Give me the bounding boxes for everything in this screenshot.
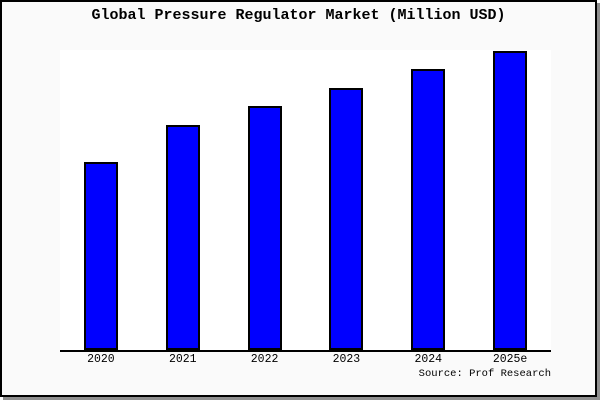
bar-2023 — [329, 87, 364, 350]
x-tick-label: 2024 — [414, 353, 443, 366]
x-tick-label: 2020 — [87, 353, 115, 366]
x-axis-labels: 2020 2021 2022 2023 2024 2025e — [60, 353, 551, 369]
x-tick-label: 2025e — [492, 353, 528, 366]
bar-2025e — [493, 50, 528, 350]
bar-2021 — [165, 125, 200, 350]
x-tick-label: 2021 — [168, 353, 197, 366]
bar-2024 — [411, 68, 446, 350]
x-tick-label: 2022 — [250, 353, 279, 366]
x-tick-label: 2023 — [332, 353, 361, 366]
x-axis-line — [60, 350, 551, 352]
bar-2022 — [247, 106, 282, 350]
source-text: Source: Prof Research — [418, 368, 551, 380]
bar-2020 — [83, 161, 118, 350]
chart-title: Global Pressure Regulator Market (Millio… — [91, 7, 506, 24]
plot-area — [60, 50, 551, 350]
